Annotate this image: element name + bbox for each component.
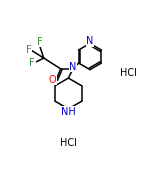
Text: N: N bbox=[86, 36, 94, 46]
Text: HCl: HCl bbox=[60, 138, 77, 148]
Text: NH: NH bbox=[61, 107, 76, 117]
Text: F: F bbox=[37, 37, 43, 47]
Text: HCl: HCl bbox=[120, 68, 137, 78]
Text: F: F bbox=[26, 45, 32, 55]
Text: F: F bbox=[29, 58, 35, 68]
Text: O: O bbox=[48, 75, 56, 85]
Text: N: N bbox=[69, 62, 77, 72]
